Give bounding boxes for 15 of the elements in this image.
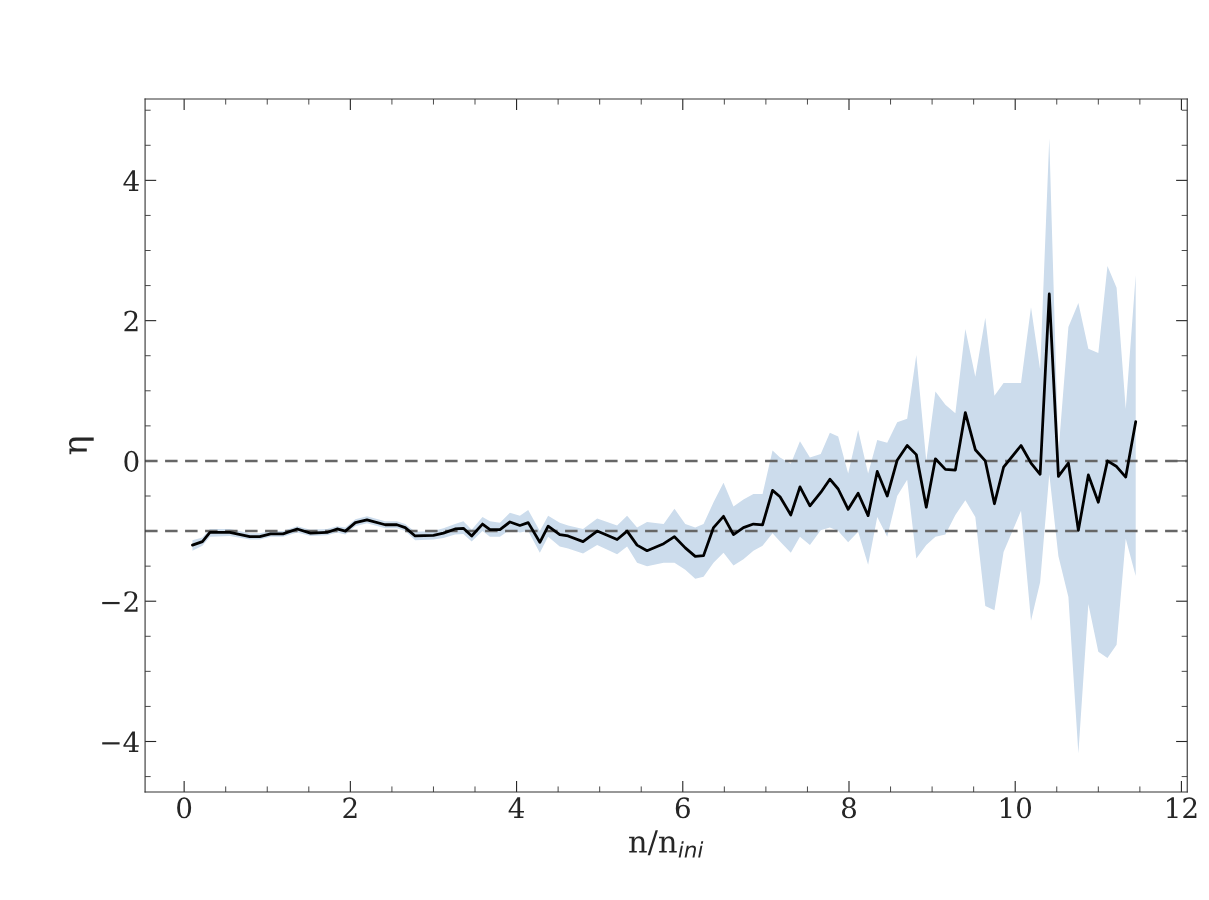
x-tick-label: 2 [343, 797, 357, 818]
x-tick-label: 4 [508, 797, 525, 818]
x-tick-label: 12 [1167, 797, 1197, 818]
y-axis-title: η [69, 437, 94, 455]
y-tick-label: 4 [123, 170, 139, 191]
x-tick-label: 10 [1000, 797, 1032, 819]
y-tick-label: 0 [124, 450, 139, 472]
y-tick-label: −2 [102, 591, 138, 612]
x-tick-label: 0 [177, 797, 192, 819]
y-tick-label: 2 [124, 310, 138, 332]
x-tick-label: 6 [675, 797, 690, 819]
line-series [191, 292, 1138, 558]
x-tick-label: 8 [842, 797, 856, 819]
x-axis-title: n/n$_{ini}$ [629, 830, 704, 858]
y-tick-label: −4 [102, 731, 139, 753]
